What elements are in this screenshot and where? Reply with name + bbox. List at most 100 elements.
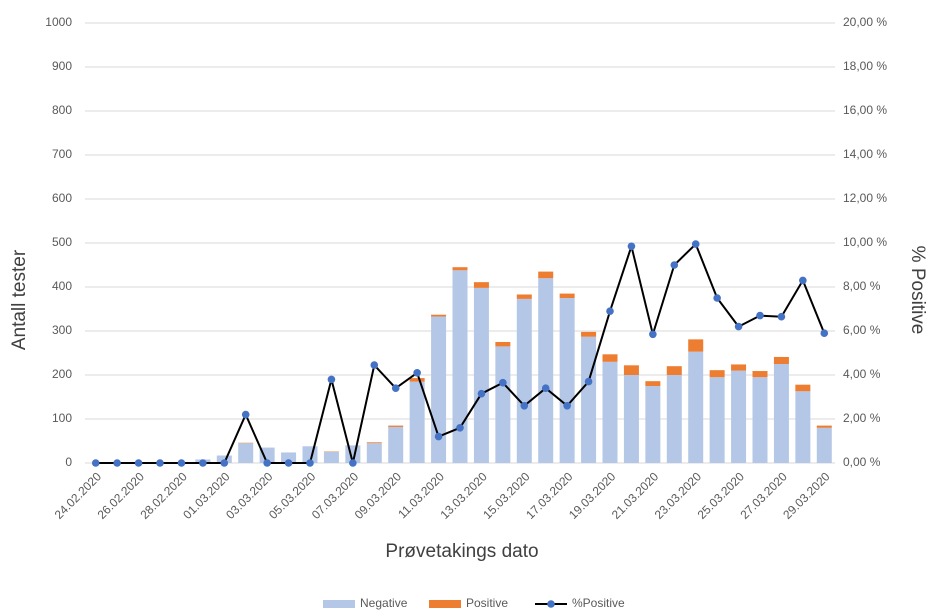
- line-marker: [413, 369, 421, 377]
- y-tick-label: 600: [52, 191, 72, 205]
- line-marker: [456, 424, 464, 432]
- line-marker: [670, 261, 679, 269]
- x-tick-label: 09.03.2020: [352, 469, 405, 522]
- line-marker: [627, 242, 636, 251]
- bar-segment: [795, 391, 811, 463]
- bar-segment: [623, 365, 639, 375]
- x-tick-label: 29.03.2020: [780, 469, 833, 522]
- line-marker: [477, 389, 486, 398]
- y-axis-title: Antall tester: [9, 249, 30, 350]
- y2-tick-label: 4,00 %: [843, 367, 881, 381]
- y2-tick-label: 10,00 %: [843, 235, 887, 249]
- y-tick-label: 300: [52, 323, 72, 337]
- y-tick-label: 700: [52, 147, 72, 161]
- line-marker: [799, 276, 807, 285]
- y2-tick-label: 20,00 %: [843, 15, 887, 29]
- legend-label: Positive: [466, 596, 508, 610]
- bar-segment: [816, 425, 832, 428]
- bar-segment: [259, 447, 275, 463]
- line-marker: [91, 459, 100, 467]
- bar-segment: [516, 294, 532, 299]
- y2-tick-label: 8,00 %: [843, 279, 881, 293]
- bar-segment: [602, 361, 618, 463]
- bar-segment: [366, 443, 382, 463]
- line-marker: [263, 459, 271, 467]
- line-marker: [691, 240, 700, 248]
- bar-segment: [388, 426, 404, 463]
- bar-segment: [409, 381, 425, 463]
- bar-segment: [431, 316, 447, 463]
- bar-segment: [731, 370, 747, 463]
- bar-segment: [581, 336, 597, 463]
- line-marker: [563, 402, 571, 410]
- line-marker: [306, 459, 314, 467]
- line-marker: [177, 459, 186, 467]
- bar-segment: [773, 356, 789, 364]
- bar-segment: [709, 377, 725, 463]
- bar-segment: [666, 375, 682, 463]
- line-marker: [606, 307, 614, 316]
- bar-segment: [581, 331, 597, 337]
- line-marker: [756, 311, 764, 320]
- bar-segment: [602, 354, 618, 362]
- bar-segment: [452, 267, 468, 271]
- y-tick-label: 800: [52, 103, 72, 117]
- bar-segment: [388, 425, 404, 427]
- y2-tick-label: 14,00 %: [843, 147, 887, 161]
- line-marker: [584, 377, 593, 386]
- y2-tick-label: 18,00 %: [843, 59, 887, 73]
- bar-segment: [559, 298, 575, 463]
- line-marker: [284, 459, 293, 467]
- legend-label: Negative: [360, 596, 408, 610]
- bar-segment: [752, 371, 768, 378]
- line-marker: [134, 459, 143, 467]
- bar-segment: [623, 375, 639, 463]
- line-marker: [541, 384, 550, 393]
- bar-segment: [366, 442, 382, 444]
- y2-tick-label: 0,00 %: [843, 455, 881, 469]
- bar-segment: [666, 366, 682, 375]
- bar-segment: [688, 351, 704, 463]
- line-marker: [734, 322, 743, 331]
- legend-swatch: [429, 600, 461, 608]
- line-marker: [434, 432, 443, 441]
- line-marker: [713, 294, 721, 302]
- y2-tick-label: 16,00 %: [843, 103, 887, 117]
- line-marker: [391, 384, 400, 393]
- bar-segment: [559, 293, 575, 298]
- bar-segment: [795, 384, 811, 392]
- bar-segment: [538, 278, 554, 463]
- y2-tick-label: 2,00 %: [843, 411, 881, 425]
- bar-segment: [816, 427, 832, 463]
- bar-segment: [516, 298, 532, 463]
- bar-segment: [409, 378, 425, 382]
- bar-segment: [473, 282, 489, 288]
- line-marker: [820, 329, 829, 338]
- line-marker: [113, 459, 121, 467]
- bar-segment: [323, 452, 339, 463]
- line-marker: [520, 402, 529, 410]
- legend-marker: [547, 600, 555, 608]
- line-marker: [156, 459, 164, 467]
- y-tick-label: 100: [52, 411, 72, 425]
- line-marker: [199, 459, 207, 467]
- line-marker: [220, 459, 229, 467]
- y-tick-label: 1000: [45, 15, 72, 29]
- line-marker: [327, 375, 336, 384]
- legend-swatch: [323, 600, 355, 608]
- line-marker: [649, 330, 657, 339]
- bar-segment: [238, 443, 254, 463]
- line-marker: [349, 459, 357, 467]
- bar-segment: [752, 377, 768, 463]
- y2-tick-label: 6,00 %: [843, 323, 881, 337]
- bar-segment: [538, 271, 554, 279]
- bar-segment: [709, 370, 725, 378]
- bar-segment: [473, 287, 489, 463]
- line-marker: [241, 410, 250, 419]
- bar-segment: [495, 342, 511, 347]
- y2-tick-label: 12,00 %: [843, 191, 887, 205]
- line-marker: [370, 361, 379, 369]
- y-tick-label: 400: [52, 279, 72, 293]
- x-axis-title: Prøvetakings dato: [385, 541, 538, 562]
